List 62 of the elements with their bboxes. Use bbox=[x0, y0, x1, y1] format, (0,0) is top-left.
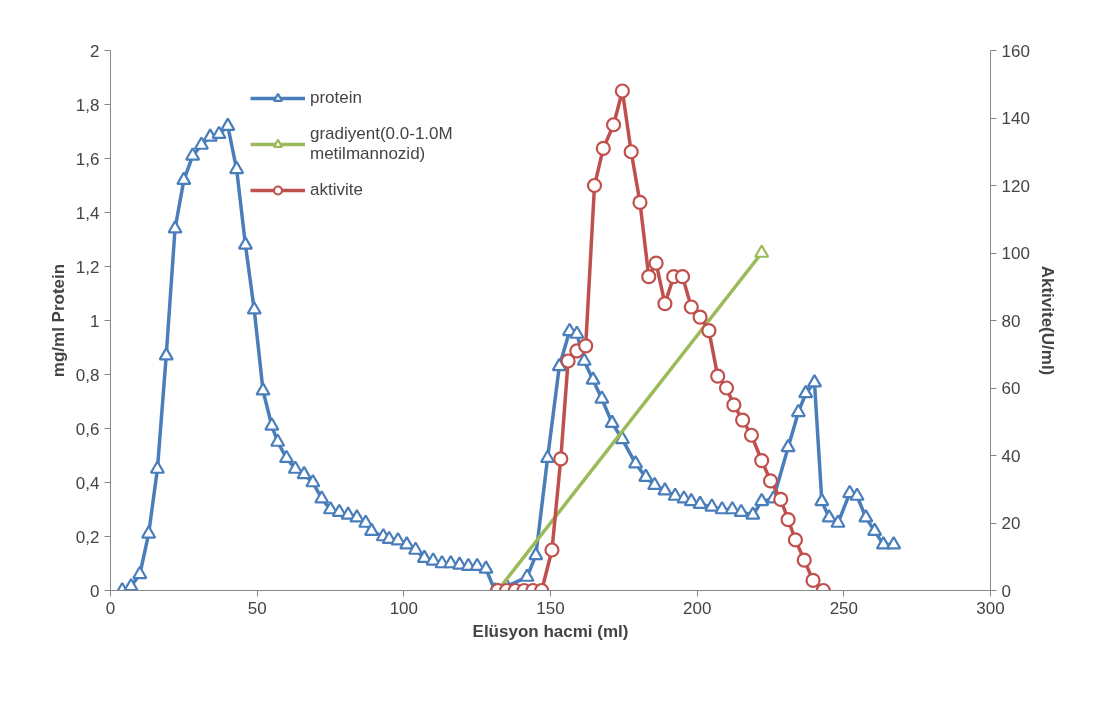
y2-tick-label: 40 bbox=[1001, 446, 1021, 466]
point bbox=[773, 491, 789, 507]
y-tick-label: 0,6 bbox=[75, 419, 100, 439]
x-tick-label: 250 bbox=[829, 598, 859, 618]
point bbox=[560, 353, 576, 369]
y2-tick-label: 60 bbox=[1001, 379, 1021, 398]
point bbox=[701, 323, 717, 339]
point bbox=[553, 451, 569, 467]
y-tick-label: 0,4 bbox=[75, 473, 100, 493]
y2-tick-label: 20 bbox=[1001, 514, 1021, 533]
x-tick-label: 300 bbox=[976, 598, 1005, 618]
y-tick-label: 1,8 bbox=[75, 95, 100, 115]
legend-label: gradiyent(0.0-1.0M metilmannozid) bbox=[310, 124, 453, 164]
y-tick-label: 1,2 bbox=[75, 257, 100, 277]
point bbox=[726, 397, 742, 413]
point bbox=[648, 255, 664, 271]
y-tick-label: 2 bbox=[90, 41, 100, 61]
x-tick-label: 150 bbox=[536, 598, 565, 618]
y2-axis-title: Aktivite(U/ml) bbox=[1037, 265, 1057, 376]
y2-tick-label: 100 bbox=[1001, 244, 1030, 263]
x-tick-label: 50 bbox=[247, 598, 267, 618]
point bbox=[605, 117, 622, 133]
point bbox=[674, 269, 691, 285]
point bbox=[718, 380, 735, 396]
y-tick-label: 0,8 bbox=[75, 365, 100, 385]
point bbox=[780, 512, 796, 528]
y2-tick-label: 80 bbox=[1001, 311, 1021, 331]
x-tick-label: 0 bbox=[105, 598, 116, 618]
point bbox=[632, 194, 648, 210]
point bbox=[743, 427, 760, 443]
point bbox=[614, 83, 630, 99]
x-axis-title: Elüsyon hacmi (ml) bbox=[472, 621, 629, 641]
point bbox=[805, 572, 821, 588]
point bbox=[544, 542, 560, 558]
y-tick-label: 0 bbox=[90, 581, 100, 601]
point bbox=[595, 140, 611, 156]
point bbox=[586, 177, 603, 194]
point bbox=[578, 338, 594, 354]
y-tick-label: 1 bbox=[90, 311, 100, 331]
point bbox=[623, 144, 639, 160]
point bbox=[641, 269, 657, 285]
point bbox=[710, 368, 726, 384]
point bbox=[787, 532, 804, 548]
legend-label: protein bbox=[310, 88, 362, 108]
y-tick-label: 1,6 bbox=[75, 149, 100, 169]
point bbox=[796, 552, 812, 568]
y-tick-label: 1,4 bbox=[75, 203, 100, 223]
y2-tick-label: 0 bbox=[1001, 581, 1011, 601]
y2-tick-label: 160 bbox=[1001, 41, 1030, 61]
y-tick-label: 0,2 bbox=[75, 527, 100, 547]
point bbox=[762, 473, 779, 489]
point bbox=[754, 452, 770, 469]
x-tick-label: 100 bbox=[389, 598, 419, 618]
y2-tick-label: 140 bbox=[1001, 109, 1030, 128]
point bbox=[735, 412, 751, 428]
point bbox=[692, 309, 708, 325]
point bbox=[657, 296, 673, 312]
legend-label: aktivite bbox=[310, 180, 363, 200]
x-tick-label: 200 bbox=[682, 598, 712, 618]
point bbox=[683, 299, 699, 315]
y2-tick-label: 120 bbox=[1001, 176, 1030, 196]
y-axis-title: mg/ml Protein bbox=[48, 263, 68, 378]
